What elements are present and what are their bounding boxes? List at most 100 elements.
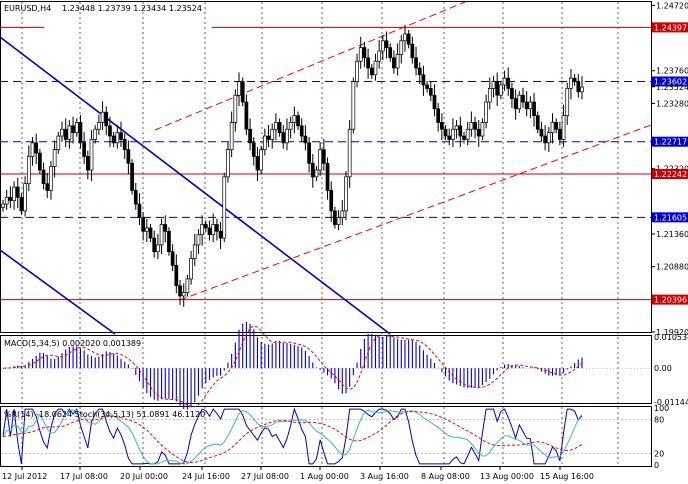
candle-body bbox=[388, 47, 393, 59]
candle-body bbox=[82, 142, 86, 157]
candle-body bbox=[248, 128, 252, 144]
candle-body bbox=[63, 128, 68, 140]
candle-body bbox=[528, 101, 533, 110]
candle-body bbox=[333, 210, 337, 225]
candle-body bbox=[240, 81, 245, 103]
candle-body bbox=[126, 149, 131, 164]
candle-body bbox=[218, 230, 223, 239]
candle-body bbox=[476, 128, 481, 137]
horizontal-levels bbox=[0, 26, 651, 301]
candle-body bbox=[480, 122, 485, 137]
candle-body bbox=[163, 224, 168, 232]
time-tick-label: 1 Aug 00:00 bbox=[300, 472, 349, 481]
candle-body bbox=[366, 57, 370, 69]
candle-body bbox=[93, 128, 98, 140]
time-tick-label: 8 Aug 08:00 bbox=[421, 472, 470, 481]
candle-body bbox=[307, 142, 311, 164]
candle-body bbox=[233, 94, 238, 123]
macd-axis-label: 0.010534 bbox=[654, 333, 688, 342]
candle-body bbox=[115, 132, 120, 144]
candle-body bbox=[580, 86, 584, 93]
ascending-channel-lower[interactable] bbox=[179, 124, 652, 301]
stochastic-main-line bbox=[2, 409, 583, 465]
trendlines[interactable] bbox=[0, 1, 652, 335]
candle-body bbox=[207, 227, 212, 236]
macd-panel[interactable] bbox=[0, 335, 652, 404]
candle-body bbox=[506, 77, 511, 89]
descending-channel-lower[interactable] bbox=[0, 249, 116, 335]
candle-body bbox=[170, 251, 175, 266]
candle-body bbox=[329, 190, 334, 212]
candle-body bbox=[226, 149, 230, 178]
candle-body bbox=[244, 101, 249, 130]
candle-body bbox=[303, 135, 308, 144]
candle-body bbox=[189, 258, 193, 280]
macd-axis-label: 0.00 bbox=[654, 364, 672, 373]
candle-body bbox=[502, 77, 507, 86]
ascending-channel-upper[interactable] bbox=[154, 1, 466, 131]
candle-body bbox=[8, 196, 13, 202]
macd-title: MACD(5,34,5) 0.002020 0.001389 bbox=[4, 339, 141, 348]
candle-body bbox=[524, 101, 529, 110]
candle-body bbox=[443, 128, 448, 137]
price-tick-label: 1.23280 bbox=[656, 99, 688, 108]
candle-body bbox=[469, 122, 474, 130]
candle-body bbox=[56, 135, 61, 150]
candle-body bbox=[436, 108, 441, 123]
oscillator-panel[interactable] bbox=[0, 406, 652, 467]
candle-body bbox=[15, 186, 20, 198]
descending-channel-upper[interactable] bbox=[0, 36, 391, 335]
oscillator-axis-label: 20 bbox=[654, 450, 664, 459]
candle-body bbox=[428, 88, 433, 96]
williams-r-line bbox=[2, 407, 583, 465]
candle-body bbox=[255, 156, 260, 171]
candle-body bbox=[167, 230, 171, 253]
price-tick-label: 1.20880 bbox=[656, 263, 688, 272]
candle-body bbox=[546, 132, 551, 144]
candle-body bbox=[314, 169, 319, 178]
candle-body bbox=[266, 135, 271, 140]
price-level-tag-text: 1.23602 bbox=[654, 77, 687, 86]
candle-body bbox=[321, 149, 326, 164]
candle-body bbox=[517, 94, 522, 110]
candle-body bbox=[373, 60, 378, 76]
candle-body bbox=[259, 149, 264, 171]
candle-body bbox=[535, 115, 540, 130]
candles bbox=[1, 24, 584, 307]
candle-body bbox=[229, 122, 234, 150]
candle-body bbox=[100, 111, 105, 123]
candle-body bbox=[19, 196, 24, 212]
candle-body bbox=[192, 244, 197, 259]
candle-body bbox=[97, 122, 101, 130]
candle-body bbox=[12, 186, 16, 202]
candle-body bbox=[355, 60, 359, 82]
macd-axis-label: -0.01144 bbox=[654, 398, 688, 407]
price-level-tag bbox=[652, 294, 688, 305]
candle-body bbox=[299, 125, 304, 137]
price-level-tag-text: 1.22717 bbox=[654, 138, 687, 147]
candle-body bbox=[281, 132, 286, 144]
candle-body bbox=[532, 101, 536, 116]
candle-body bbox=[156, 244, 160, 253]
candle-body bbox=[200, 224, 204, 236]
candle-body bbox=[251, 142, 256, 157]
candle-body bbox=[521, 94, 525, 103]
time-tick-label: 3 Aug 16:00 bbox=[360, 472, 409, 481]
candle-body bbox=[392, 57, 396, 69]
price-tick-label: 1.24720 bbox=[656, 1, 688, 10]
candle-body bbox=[554, 122, 559, 130]
time-tick-label: 24 Jul 16:00 bbox=[182, 472, 230, 481]
candle-body bbox=[561, 115, 566, 140]
candle-body bbox=[130, 162, 134, 191]
candle-body bbox=[288, 122, 293, 130]
candle-body bbox=[78, 122, 83, 144]
candle-body bbox=[539, 128, 544, 137]
candle-body bbox=[421, 74, 426, 86]
candle-body bbox=[85, 156, 90, 171]
price-level-tag-text: 1.21605 bbox=[654, 213, 687, 222]
candle-body bbox=[351, 81, 356, 130]
time-axis: 12 Jul 2012 17 Jul 08:00 20 Jul 00:00 24 Ju… bbox=[2, 466, 594, 481]
candle-body bbox=[565, 88, 570, 116]
candle-body bbox=[119, 132, 123, 140]
